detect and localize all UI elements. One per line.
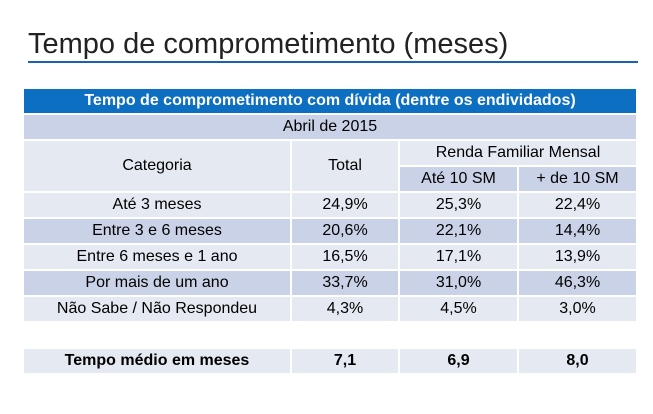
header-total: Total	[292, 141, 398, 191]
table-date: Abril de 2015	[24, 115, 637, 139]
table-banner: Tempo de comprometimento com dívida (den…	[24, 89, 637, 113]
cell-total: 24,9%	[292, 193, 398, 217]
commitment-table: Tempo de comprometimento com dívida (den…	[22, 87, 638, 375]
table-row: Por mais de um ano 33,7% 31,0% 46,3%	[24, 271, 637, 295]
cell-categoria: Entre 6 meses e 1 ano	[24, 245, 290, 269]
summary-mais-10-sm: 8,0	[519, 349, 637, 373]
cell-ate-10-sm: 22,1%	[400, 219, 517, 243]
cell-total: 16,5%	[292, 245, 398, 269]
table-row: Não Sabe / Não Respondeu 4,3% 4,5% 3,0%	[24, 297, 637, 321]
cell-ate-10-sm: 4,5%	[400, 297, 517, 321]
table-row: Entre 6 meses e 1 ano 16,5% 17,1% 13,9%	[24, 245, 637, 269]
summary-categoria: Tempo médio em meses	[24, 349, 290, 373]
cell-categoria: Por mais de um ano	[24, 271, 290, 295]
table-banner-row: Tempo de comprometimento com dívida (den…	[24, 89, 637, 113]
table-subheader-row: Até 10 SM + de 10 SM	[24, 167, 637, 191]
table-row: Até 3 meses 24,9% 25,3% 22,4%	[24, 193, 637, 217]
cell-mais-10-sm: 14,4%	[519, 219, 637, 243]
summary-ate-10-sm: 6,9	[400, 349, 517, 373]
table-spacer-row	[24, 323, 637, 347]
cell-categoria: Não Sabe / Não Respondeu	[24, 297, 290, 321]
cell-ate-10-sm: 25,3%	[400, 193, 517, 217]
header-ate-10-sm: Até 10 SM	[400, 167, 517, 191]
table-date-row: Abril de 2015	[24, 115, 637, 139]
cell-mais-10-sm: 13,9%	[519, 245, 637, 269]
cell-categoria: Até 3 meses	[24, 193, 290, 217]
title-underline	[28, 61, 638, 63]
cell-ate-10-sm: 31,0%	[400, 271, 517, 295]
cell-total: 33,7%	[292, 271, 398, 295]
header-renda: Renda Familiar Mensal	[400, 141, 637, 165]
cell-mais-10-sm: 22,4%	[519, 193, 637, 217]
cell-total: 4,3%	[292, 297, 398, 321]
cell-mais-10-sm: 3,0%	[519, 297, 637, 321]
table-row: Entre 3 e 6 meses 20,6% 22,1% 14,4%	[24, 219, 637, 243]
cell-total: 20,6%	[292, 219, 398, 243]
header-categoria: Categoria	[24, 141, 290, 191]
table-summary-row: Tempo médio em meses 7,1 6,9 8,0	[24, 349, 637, 373]
spacer-cell	[24, 323, 637, 347]
header-mais-10-sm: + de 10 SM	[519, 167, 637, 191]
page-title: Tempo de comprometimento (meses)	[28, 28, 509, 60]
cell-ate-10-sm: 17,1%	[400, 245, 517, 269]
summary-total: 7,1	[292, 349, 398, 373]
cell-mais-10-sm: 46,3%	[519, 271, 637, 295]
table-header-row: Categoria Total Renda Familiar Mensal	[24, 141, 637, 191]
cell-categoria: Entre 3 e 6 meses	[24, 219, 290, 243]
